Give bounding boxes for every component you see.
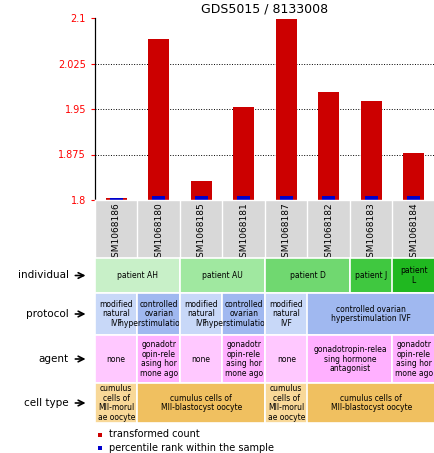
Text: modified
natural
IVF: modified natural IVF bbox=[269, 300, 302, 328]
Text: GSM1068186: GSM1068186 bbox=[112, 202, 121, 263]
Bar bbox=[279, 196, 292, 200]
Text: cumulus
cells of
MII-morul
ae oocyte: cumulus cells of MII-morul ae oocyte bbox=[267, 384, 304, 422]
Bar bbox=[402, 153, 424, 200]
Text: cell type: cell type bbox=[24, 398, 69, 408]
Bar bbox=[110, 198, 122, 200]
Bar bbox=[233, 106, 254, 200]
Title: GDS5015 / 8133008: GDS5015 / 8133008 bbox=[201, 2, 328, 15]
Bar bbox=[360, 101, 381, 200]
Text: GSM1068184: GSM1068184 bbox=[408, 202, 417, 263]
Text: controlled
ovarian
hyperstimulation IVF: controlled ovarian hyperstimulation IVF bbox=[118, 300, 198, 328]
Text: GSM1068187: GSM1068187 bbox=[281, 202, 290, 263]
Bar bbox=[194, 196, 207, 200]
Text: gonadotr
opin-rele
asing hor
mone ago: gonadotr opin-rele asing hor mone ago bbox=[394, 340, 432, 378]
Text: none: none bbox=[191, 355, 210, 363]
Bar bbox=[190, 181, 211, 200]
Text: gonadotr
opin-rele
asing hor
mone ago: gonadotr opin-rele asing hor mone ago bbox=[224, 340, 262, 378]
Text: percentile rank within the sample: percentile rank within the sample bbox=[109, 443, 273, 453]
Text: agent: agent bbox=[39, 354, 69, 364]
Text: patient AU: patient AU bbox=[202, 271, 242, 280]
Text: patient D: patient D bbox=[289, 271, 325, 280]
Text: cumulus cells of
MII-blastocyst oocyte: cumulus cells of MII-blastocyst oocyte bbox=[330, 394, 411, 412]
Text: modified
natural
IVF: modified natural IVF bbox=[99, 300, 133, 328]
Text: GSM1068180: GSM1068180 bbox=[154, 202, 163, 263]
Bar bbox=[322, 196, 334, 200]
Text: patient J: patient J bbox=[354, 271, 387, 280]
Bar bbox=[152, 196, 165, 200]
Text: controlled
ovarian
hyperstimulation IVF: controlled ovarian hyperstimulation IVF bbox=[204, 300, 283, 328]
Text: cumulus
cells of
MII-morul
ae oocyte: cumulus cells of MII-morul ae oocyte bbox=[97, 384, 135, 422]
Text: gonadotropin-relea
sing hormone
antagonist: gonadotropin-relea sing hormone antagoni… bbox=[312, 345, 386, 373]
Bar bbox=[237, 196, 250, 200]
Text: modified
natural
IVF: modified natural IVF bbox=[184, 300, 217, 328]
Text: GSM1068183: GSM1068183 bbox=[366, 202, 375, 263]
Text: none: none bbox=[106, 355, 125, 363]
Bar bbox=[275, 19, 296, 200]
Bar bbox=[406, 196, 419, 200]
Text: GSM1068185: GSM1068185 bbox=[196, 202, 205, 263]
Text: cumulus cells of
MII-blastocyst oocyte: cumulus cells of MII-blastocyst oocyte bbox=[160, 394, 241, 412]
Text: transformed count: transformed count bbox=[109, 429, 199, 439]
Bar bbox=[98, 433, 102, 437]
Text: patient
L: patient L bbox=[399, 266, 427, 285]
Text: GSM1068181: GSM1068181 bbox=[239, 202, 248, 263]
Text: gonadotr
opin-rele
asing hor
mone ago: gonadotr opin-rele asing hor mone ago bbox=[139, 340, 178, 378]
Text: protocol: protocol bbox=[26, 309, 69, 319]
Text: none: none bbox=[276, 355, 295, 363]
Text: patient AH: patient AH bbox=[117, 271, 158, 280]
Bar bbox=[105, 198, 127, 200]
Bar bbox=[317, 92, 339, 200]
Text: controlled ovarian
hyperstimulation IVF: controlled ovarian hyperstimulation IVF bbox=[331, 305, 410, 323]
Bar bbox=[98, 446, 102, 450]
Text: GSM1068182: GSM1068182 bbox=[323, 202, 332, 263]
Text: individual: individual bbox=[18, 270, 69, 280]
Bar bbox=[148, 39, 169, 200]
Bar bbox=[364, 196, 377, 200]
